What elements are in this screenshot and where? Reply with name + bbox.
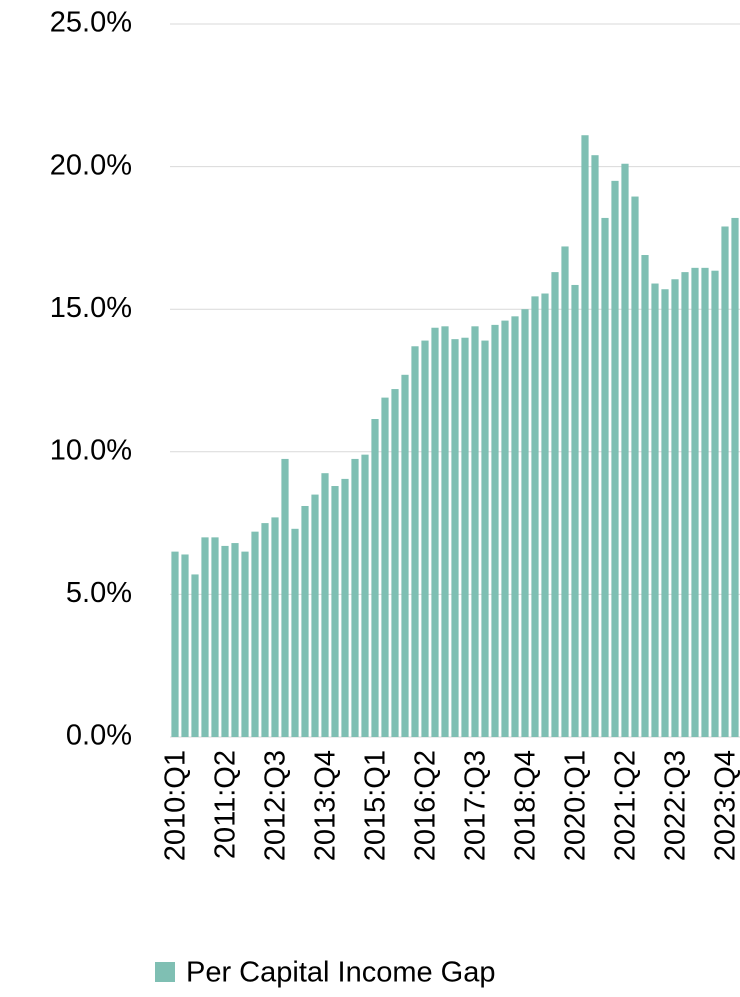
bar xyxy=(541,293,549,737)
bar xyxy=(601,217,609,737)
y-tick-label: 15.0% xyxy=(50,292,132,324)
bar xyxy=(451,339,459,737)
bar xyxy=(611,180,619,738)
y-tick-label: 0.0% xyxy=(66,720,132,752)
bar xyxy=(271,517,279,737)
bar xyxy=(251,531,259,737)
bar xyxy=(301,505,309,737)
bar xyxy=(441,326,449,737)
bar xyxy=(401,374,409,737)
y-tick-label: 20.0% xyxy=(50,149,132,181)
bar xyxy=(391,389,399,737)
bar xyxy=(691,267,699,737)
y-tick-label: 25.0% xyxy=(50,7,132,39)
bar xyxy=(281,458,289,737)
bar xyxy=(571,284,579,737)
x-tick-label: 2016:Q2 xyxy=(410,750,442,861)
x-tick-label: 2023:Q4 xyxy=(710,750,740,861)
bar xyxy=(291,528,299,737)
legend-swatch xyxy=(155,962,175,982)
bar xyxy=(191,574,199,737)
bar xyxy=(171,551,179,737)
x-tick-label: 2022:Q3 xyxy=(660,750,692,861)
bar xyxy=(311,494,319,737)
bar xyxy=(411,346,419,737)
bar xyxy=(671,279,679,737)
bar xyxy=(721,226,729,737)
bar xyxy=(361,454,369,737)
bar xyxy=(561,246,569,737)
x-tick-label: 2017:Q3 xyxy=(460,750,492,861)
x-tick-label: 2010:Q1 xyxy=(160,750,192,861)
bar xyxy=(661,289,669,737)
legend-label: Per Capital Income Gap xyxy=(186,957,495,989)
x-tick-label: 2021:Q2 xyxy=(610,750,642,861)
bar xyxy=(501,320,509,737)
x-tick-label: 2020:Q1 xyxy=(560,750,592,861)
bar xyxy=(711,270,719,737)
bar xyxy=(341,478,349,737)
bar xyxy=(701,267,709,737)
bar xyxy=(531,296,539,737)
bar xyxy=(491,324,499,737)
bar xyxy=(481,340,489,737)
bar xyxy=(431,327,439,737)
bar xyxy=(651,283,659,737)
bar xyxy=(261,523,269,737)
bar xyxy=(631,196,639,737)
bar xyxy=(551,272,559,737)
bar xyxy=(521,309,529,737)
bar xyxy=(231,543,239,737)
bar xyxy=(371,419,379,737)
x-tick-label: 2011:Q2 xyxy=(210,750,242,859)
bar xyxy=(221,545,229,737)
bar xyxy=(621,163,629,738)
bar xyxy=(681,272,689,737)
bar xyxy=(211,537,219,737)
bar xyxy=(421,340,429,737)
bar xyxy=(461,337,469,737)
bar xyxy=(511,316,519,737)
x-tick-label: 2012:Q3 xyxy=(260,750,292,861)
bar xyxy=(201,537,209,737)
bar xyxy=(641,255,649,737)
bar xyxy=(471,326,479,737)
bar xyxy=(241,551,249,737)
bar xyxy=(591,155,599,737)
bar xyxy=(331,486,339,737)
x-tick-label: 2018:Q4 xyxy=(510,750,542,861)
bar xyxy=(381,397,389,737)
bar xyxy=(321,473,329,737)
bar xyxy=(181,554,189,737)
y-tick-label: 5.0% xyxy=(66,577,132,609)
bar xyxy=(581,135,589,737)
x-tick-label: 2015:Q1 xyxy=(360,750,392,861)
bar xyxy=(351,458,359,737)
x-tick-label: 2013:Q4 xyxy=(310,750,342,861)
bar xyxy=(731,217,739,737)
y-tick-label: 10.0% xyxy=(50,434,132,466)
